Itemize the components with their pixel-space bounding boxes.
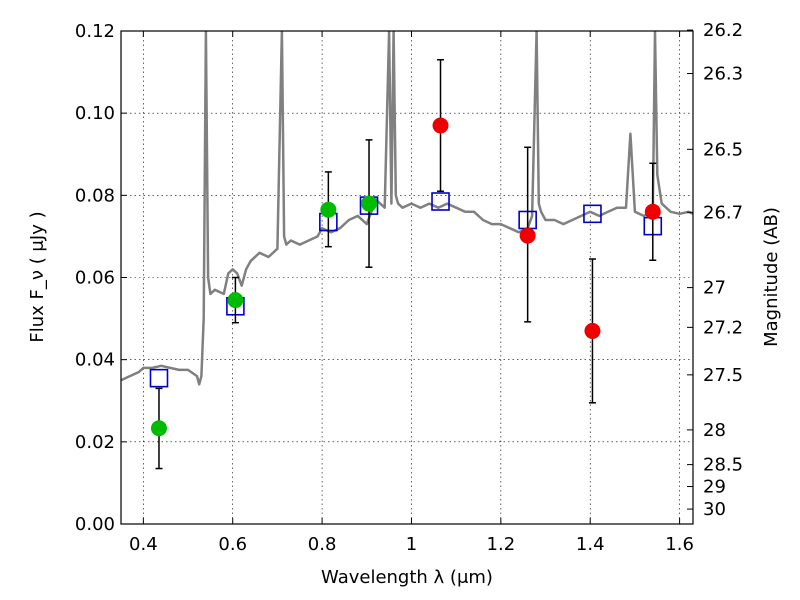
photometry-point [432, 117, 449, 134]
x-axis-label: Wavelength λ (μm) [321, 567, 493, 588]
x-tick-label: 1 [406, 534, 417, 555]
marker-layer [149, 59, 663, 470]
photometry-point [227, 292, 244, 309]
sed-line [121, 31, 693, 386]
photometry-point [644, 203, 661, 220]
photometry-point [150, 420, 167, 437]
mag-tick-label: 26.5 [703, 139, 743, 160]
mag-tick-label: 27.2 [703, 317, 743, 338]
mag-tick-label: 27 [703, 278, 726, 299]
y-tick-label: 0.02 [75, 432, 115, 453]
mag-tick-label: 30 [703, 499, 726, 520]
x-tick-label: 1.2 [487, 534, 516, 555]
x-tick-label: 0.4 [129, 534, 158, 555]
photometry-point [519, 227, 536, 244]
model-square-point [149, 368, 169, 388]
model-square-point [583, 204, 602, 224]
x-tick-label: 1.6 [665, 534, 694, 555]
photometry-point [584, 322, 601, 339]
mag-tick-label: 27.5 [703, 365, 743, 386]
y-tick-label: 0.12 [75, 21, 115, 42]
mag-tick-label: 26.2 [703, 20, 743, 41]
y-tick-label: 0.10 [75, 103, 115, 124]
mag-tick-label: 29 [703, 477, 726, 498]
mag-tick-label: 28.5 [703, 455, 743, 476]
y-tick-label: 0.00 [75, 514, 115, 535]
y-tick-label: 0.08 [75, 185, 115, 206]
x-tick-label: 0.6 [218, 534, 247, 555]
x-tick-label: 1.4 [576, 534, 605, 555]
tick-layer: 0.4 0.6 0.8 1 1.2 1.4 1.6 0.00 0.02 0.04 0.06 0.08 0… [75, 20, 743, 555]
y-tick-label: 0.06 [75, 268, 115, 289]
mag-tick-label: 26.3 [703, 64, 743, 85]
x-tick-label: 0.8 [308, 534, 337, 555]
sed-layer [121, 31, 693, 386]
y2-axis-label: Magnitude (AB) [761, 207, 782, 347]
y-tick-label: 0.04 [75, 350, 115, 371]
mag-tick-label: 26.7 [703, 202, 743, 223]
y-axis-label: Flux F_ν ( μJy ) [27, 211, 48, 342]
grid-layer [121, 31, 693, 524]
mag-tick-label: 28 [703, 420, 726, 441]
photometry-point [361, 195, 378, 212]
photometry-point [320, 201, 337, 218]
model-square-point [431, 192, 450, 211]
